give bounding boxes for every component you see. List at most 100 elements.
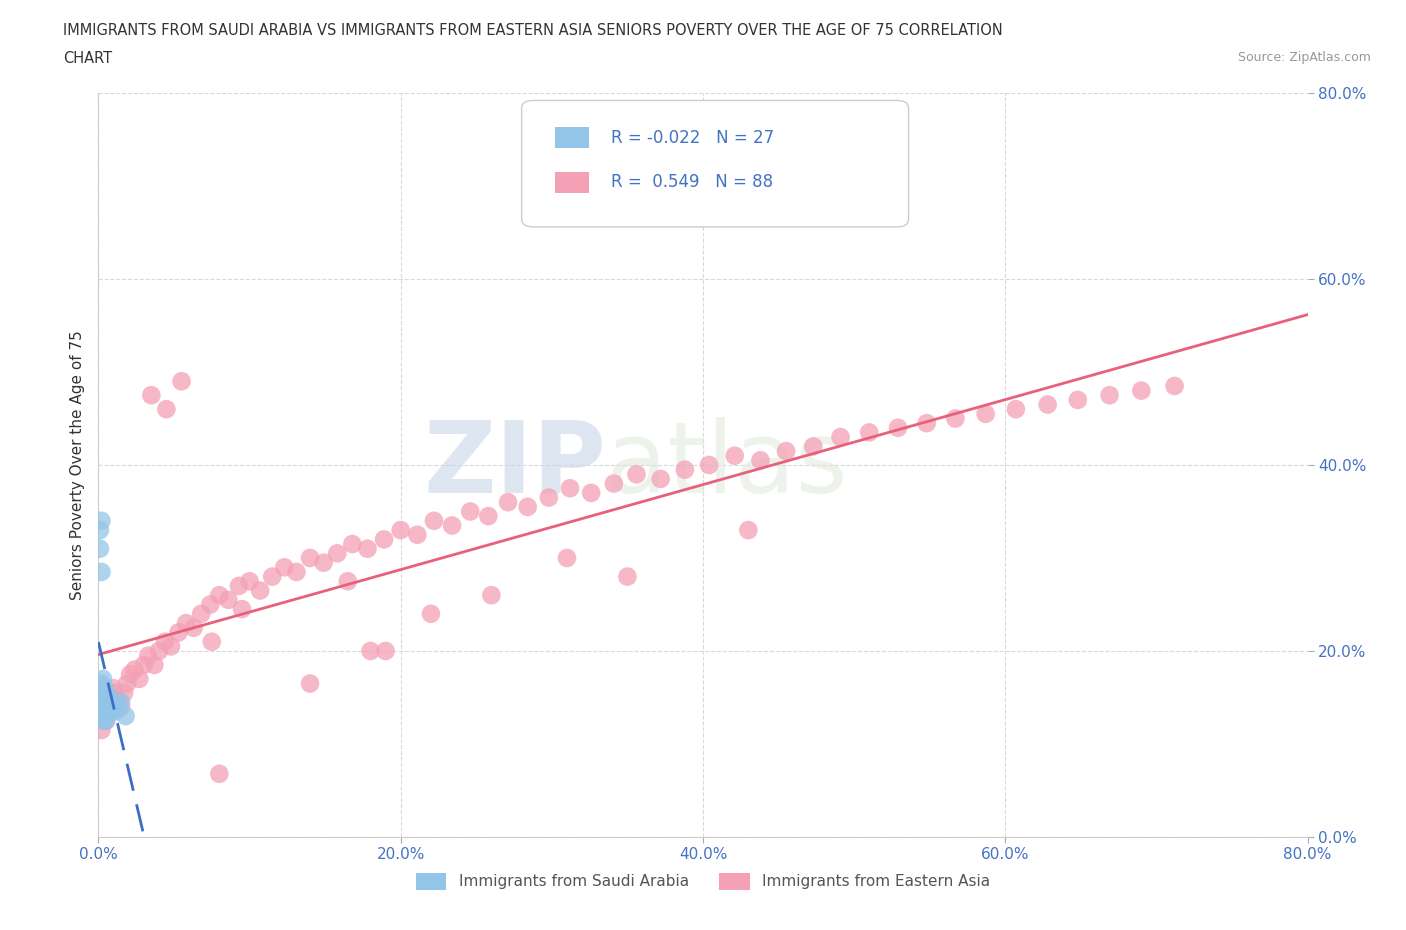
Point <box>110 699 132 714</box>
Point <box>94 685 117 700</box>
Point <box>190 606 212 621</box>
Point <box>231 602 253 617</box>
Point <box>201 634 224 649</box>
Point <box>103 681 125 696</box>
Point <box>90 513 112 528</box>
Point <box>626 467 648 482</box>
Point <box>299 676 322 691</box>
Point <box>1163 379 1185 393</box>
Point <box>91 713 114 728</box>
Point <box>107 699 129 714</box>
Point <box>737 523 759 538</box>
Point <box>104 685 127 700</box>
Point <box>93 681 115 696</box>
Point <box>974 406 997 421</box>
Text: R = -0.022   N = 27: R = -0.022 N = 27 <box>612 128 775 147</box>
Point <box>141 388 163 403</box>
Point <box>101 695 124 710</box>
Point <box>148 644 170 658</box>
Point <box>373 532 395 547</box>
Point <box>103 695 125 710</box>
Point <box>90 723 112 737</box>
Point <box>915 416 938 431</box>
Point <box>200 597 222 612</box>
Point <box>208 766 231 781</box>
Point <box>1098 388 1121 403</box>
Point <box>724 448 747 463</box>
Point <box>945 411 967 426</box>
Point <box>112 685 135 700</box>
Point <box>858 425 880 440</box>
Point <box>458 504 481 519</box>
Point <box>389 523 412 538</box>
Point <box>91 699 114 714</box>
Point <box>406 527 429 542</box>
Point <box>91 671 114 686</box>
Text: R =  0.549   N = 88: R = 0.549 N = 88 <box>612 173 773 192</box>
Point <box>749 453 772 468</box>
Point <box>96 690 118 705</box>
Point <box>697 458 720 472</box>
Point <box>104 704 127 719</box>
Point <box>107 695 129 710</box>
Point <box>1067 392 1090 407</box>
Point <box>98 704 121 719</box>
Y-axis label: Seniors Poverty Over the Age of 75: Seniors Poverty Over the Age of 75 <box>69 330 84 600</box>
Point <box>96 704 118 719</box>
Point <box>94 713 117 728</box>
Point <box>496 495 519 510</box>
Point <box>98 704 121 719</box>
Point <box>155 402 177 417</box>
Point <box>132 658 155 672</box>
Point <box>93 709 115 724</box>
Point <box>830 430 852 445</box>
Point <box>170 374 193 389</box>
Point <box>887 420 910 435</box>
Point <box>273 560 295 575</box>
Point <box>96 699 118 714</box>
Point <box>101 704 124 719</box>
Point <box>262 569 284 584</box>
Text: Source: ZipAtlas.com: Source: ZipAtlas.com <box>1237 51 1371 64</box>
Point <box>342 537 364 551</box>
Point <box>239 574 262 589</box>
Point <box>420 606 443 621</box>
Point <box>481 588 503 603</box>
Point <box>208 588 231 603</box>
Point <box>153 634 176 649</box>
Text: atlas: atlas <box>606 417 848 513</box>
Point <box>100 699 122 714</box>
Point <box>477 509 499 524</box>
Point <box>249 583 271 598</box>
Point <box>90 565 112 579</box>
Text: CHART: CHART <box>63 51 112 66</box>
Point <box>115 676 138 691</box>
Point <box>167 625 190 640</box>
Point <box>285 565 308 579</box>
Point <box>441 518 464 533</box>
FancyBboxPatch shape <box>522 100 908 227</box>
Point <box>673 462 696 477</box>
Text: IMMIGRANTS FROM SAUDI ARABIA VS IMMIGRANTS FROM EASTERN ASIA SENIORS POVERTY OVE: IMMIGRANTS FROM SAUDI ARABIA VS IMMIGRAN… <box>63 23 1002 38</box>
Point <box>616 569 638 584</box>
Point <box>93 709 115 724</box>
Point <box>801 439 824 454</box>
Point <box>136 648 159 663</box>
Point <box>1130 383 1153 398</box>
Point <box>326 546 349 561</box>
Point <box>94 713 117 728</box>
Point <box>516 499 538 514</box>
Point <box>228 578 250 593</box>
Point <box>110 695 132 710</box>
Legend: Immigrants from Saudi Arabia, Immigrants from Eastern Asia: Immigrants from Saudi Arabia, Immigrants… <box>409 867 997 897</box>
Point <box>579 485 602 500</box>
FancyBboxPatch shape <box>555 127 589 148</box>
Point <box>360 644 382 658</box>
Point <box>89 523 111 538</box>
Point <box>91 685 114 700</box>
Point <box>143 658 166 672</box>
Point <box>100 690 122 705</box>
Point <box>160 639 183 654</box>
Point <box>423 513 446 528</box>
Point <box>114 709 136 724</box>
